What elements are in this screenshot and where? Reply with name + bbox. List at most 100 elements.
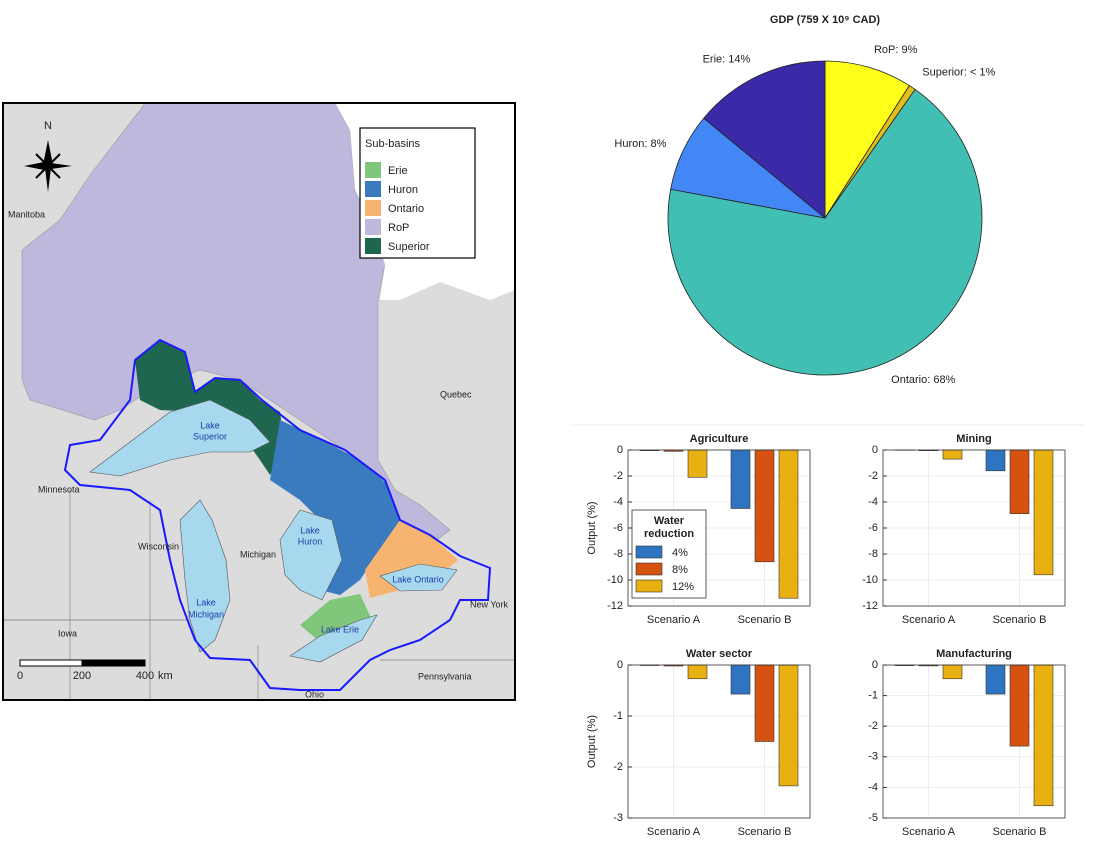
map-legend-swatch	[365, 181, 381, 197]
bar	[942, 664, 963, 680]
scale-bar	[19, 659, 83, 667]
y-tick-label: 0	[617, 444, 623, 456]
pie-slice	[667, 88, 983, 376]
legend-swatch	[635, 579, 663, 593]
y-tick-label: -5	[868, 812, 878, 824]
x-tick-label: Scenario B	[738, 614, 792, 626]
legend-label: 12%	[672, 581, 694, 593]
x-tick-label: Scenario A	[647, 614, 701, 626]
map-legend-label: Erie	[388, 165, 408, 177]
y-axis-label: Output (%)	[586, 501, 598, 554]
pie-label: Ontario: 68%	[891, 374, 955, 386]
map-legend-swatch	[365, 162, 381, 178]
bar	[942, 449, 963, 460]
place-label: Minnesota	[38, 484, 80, 494]
y-tick-label: 0	[872, 659, 878, 671]
y-tick-label: -2	[868, 720, 878, 732]
chart-title: Water sector	[686, 648, 753, 660]
plot-frame	[627, 449, 811, 607]
pie-slice	[824, 60, 910, 220]
bar	[687, 449, 708, 478]
lake-label: Lake Erie	[321, 624, 359, 634]
y-tick-label: -10	[862, 574, 878, 586]
x-tick-label: Scenario A	[647, 826, 701, 838]
x-tick-label: Scenario A	[902, 614, 956, 626]
pie-label: Superior: < 1%	[922, 66, 995, 78]
bar	[730, 449, 751, 509]
scale-label: 0	[17, 670, 23, 682]
lake-label: Superior	[193, 431, 227, 441]
place-label: Manitoba	[8, 209, 45, 219]
bar	[985, 664, 1006, 695]
legend-swatch	[635, 562, 663, 576]
legend-title: reduction	[644, 528, 694, 540]
map-legend-label: Ontario	[388, 203, 424, 215]
chart-title: GDP (759 X 10⁹ CAD)	[770, 14, 881, 26]
place-label: Ohio	[305, 689, 324, 699]
bar	[985, 449, 1006, 472]
legend-swatch	[635, 545, 663, 559]
place-label: Michigan	[240, 549, 276, 559]
legend-label: 4%	[672, 547, 688, 559]
map-legend-swatch	[365, 219, 381, 235]
x-tick-label: Scenario B	[993, 614, 1047, 626]
y-tick-label: -3	[868, 751, 878, 763]
chart-title: Agriculture	[690, 433, 749, 445]
y-tick-label: -8	[613, 548, 623, 560]
plot-frame	[882, 449, 1066, 607]
y-tick-label: -2	[613, 761, 623, 773]
bar	[1033, 664, 1054, 807]
y-tick-label: -6	[613, 522, 623, 534]
bar	[730, 664, 751, 695]
map-legend-label: RoP	[388, 222, 409, 234]
lake-erie	[289, 614, 378, 663]
y-tick-label: -4	[868, 781, 878, 793]
lake-label: Lake	[196, 597, 216, 607]
place-label: Wisconsin	[138, 541, 179, 551]
bar	[687, 664, 708, 680]
scale-bar	[81, 659, 146, 667]
pie-label: Huron: 8%	[614, 138, 666, 150]
y-tick-label: -2	[613, 470, 623, 482]
lake-label: Huron	[298, 536, 323, 546]
y-tick-label: -1	[868, 690, 878, 702]
compass-label: N	[44, 120, 52, 132]
y-tick-label: -3	[613, 812, 623, 824]
legend-title: Water	[654, 515, 685, 527]
scale-label: 400	[136, 670, 154, 682]
bar	[1033, 449, 1054, 576]
lake-ontario	[379, 563, 458, 592]
pie-label: Erie: 14%	[703, 54, 751, 66]
bar	[754, 449, 775, 563]
map-legend-label: Huron	[388, 184, 418, 196]
map-legend-label: Superior	[388, 241, 430, 253]
bar	[754, 664, 775, 742]
map-legend-swatch	[365, 200, 381, 216]
map-legend-swatch	[365, 238, 381, 254]
y-tick-label: -10	[607, 574, 623, 586]
map: Manitoba Quebec Minnesota Wisconsin Mich…	[2, 102, 516, 701]
chart-title: Manufacturing	[936, 648, 1012, 660]
map-frame	[2, 102, 516, 701]
place-label: Iowa	[58, 628, 77, 638]
lake-superior	[89, 399, 271, 477]
x-tick-label: Scenario A	[902, 826, 956, 838]
lake-michigan	[179, 499, 231, 653]
map-legend-title: Sub-basins	[365, 138, 421, 150]
y-tick-label: -4	[613, 496, 623, 508]
y-tick-label: -2	[868, 470, 878, 482]
pie-label: RoP: 9%	[874, 44, 918, 56]
y-tick-label: -12	[862, 600, 878, 612]
bar	[1009, 449, 1030, 515]
y-tick-label: 0	[617, 659, 623, 671]
plot-frame	[627, 664, 811, 819]
bar	[1009, 664, 1030, 747]
chart-title: Mining	[956, 433, 991, 445]
x-tick-label: Scenario B	[738, 826, 792, 838]
compass	[24, 140, 72, 192]
y-tick-label: 0	[872, 444, 878, 456]
region-huron	[270, 420, 400, 595]
lake-label: Lake Ontario	[392, 574, 444, 584]
place-label: Pennsylvania	[418, 671, 472, 681]
